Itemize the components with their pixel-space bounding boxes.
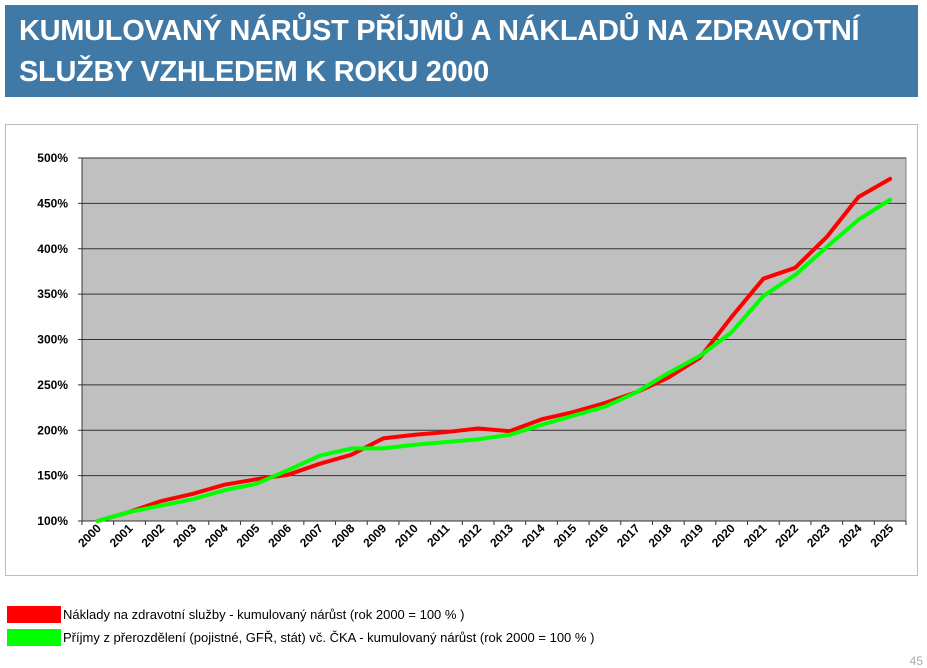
x-tick-label: 2006 — [265, 521, 294, 550]
x-tick-label: 2016 — [582, 521, 611, 550]
page-number: 45 — [910, 654, 923, 668]
x-tick-label: 2007 — [297, 521, 326, 550]
x-tick-label: 2012 — [455, 521, 484, 550]
y-tick-label: 350% — [37, 287, 68, 301]
x-tick-label: 2021 — [741, 521, 770, 550]
y-tick-label: 300% — [37, 333, 68, 347]
y-tick-label: 250% — [37, 378, 68, 392]
legend-label-income: Příjmy z přerozdělení (pojistné, GFŘ, st… — [63, 630, 594, 645]
legend-item-income: Příjmy z přerozdělení (pojistné, GFŘ, st… — [7, 629, 594, 646]
x-tick-label: 2004 — [202, 521, 231, 550]
legend-item-costs: Náklady na zdravotní služby - kumulovaný… — [7, 606, 464, 623]
x-tick-label: 2013 — [487, 521, 516, 550]
y-tick-label: 150% — [37, 469, 68, 483]
x-tick-label: 2009 — [360, 521, 389, 550]
x-tick-label: 2022 — [772, 521, 801, 550]
x-tick-label: 2010 — [392, 521, 421, 550]
x-tick-label: 2017 — [614, 521, 643, 550]
x-tick-label: 2008 — [329, 521, 358, 550]
y-tick-label: 400% — [37, 242, 68, 256]
y-tick-label: 500% — [37, 151, 68, 165]
y-tick-label: 450% — [37, 196, 68, 210]
x-tick-label: 2015 — [551, 521, 580, 550]
x-tick-label: 2019 — [677, 521, 706, 550]
x-tick-label: 2005 — [234, 521, 263, 550]
legend-label-costs: Náklady na zdravotní služby - kumulovaný… — [63, 607, 464, 622]
x-tick-label: 2003 — [170, 521, 199, 550]
x-tick-label: 2023 — [804, 521, 833, 550]
y-tick-label: 200% — [37, 423, 68, 437]
line-chart: 100% 150% 200% 250% 300% 350% 400% 450% 500% 2000… — [0, 0, 927, 600]
x-tick-label: 2000 — [75, 521, 104, 550]
x-tick-label: 2024 — [836, 521, 865, 550]
x-tick-label: 2025 — [867, 521, 896, 550]
y-tick-label: 100% — [37, 514, 68, 528]
x-tick-label: 2002 — [139, 521, 168, 550]
legend-swatch-green — [7, 629, 61, 646]
legend-swatch-red — [7, 606, 61, 623]
x-tick-label: 2018 — [646, 521, 675, 550]
x-tick-label: 2001 — [107, 521, 136, 550]
x-tick-label: 2014 — [519, 521, 548, 550]
x-tick-label: 2011 — [424, 521, 453, 550]
x-tick-label: 2020 — [709, 521, 738, 550]
